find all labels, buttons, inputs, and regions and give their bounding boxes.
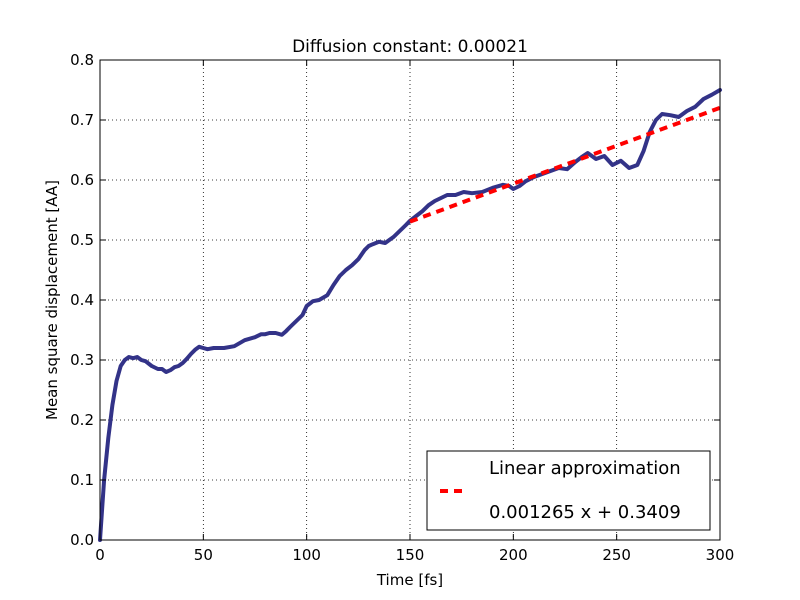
plot-frame [99,59,721,541]
legend-label-line1: Linear approximation [489,458,681,479]
x-tick-label: 250 [602,546,631,564]
y-tick-label: 0.8 [70,51,94,69]
x-tick-label: 0 [95,546,105,564]
y-tick-label: 0.5 [70,231,94,249]
series-msd-line [98,88,722,542]
x-axis-label: Time [fs] [376,571,443,589]
tick-layer: 0 50 100 150 200 250 300 0.0 0.1 0.2 0.3 0.4 0.5 0.6 0… [70,51,734,564]
x-tick-label: 100 [292,546,321,564]
y-tick-label: 0.0 [70,531,94,549]
y-axis-label: Mean square displacement [AA] [43,180,61,420]
legend-box [426,450,711,531]
y-tick-label: 0.2 [70,411,94,429]
legend: Linear approximation 0.001265 x + 0.3409 [426,450,711,531]
y-tick-label: 0.3 [70,351,94,369]
y-tick-label: 0.7 [70,111,94,129]
chart-title: Diffusion constant: 0.00021 [292,37,528,57]
x-tick-label: 50 [194,546,213,564]
x-tick-label: 150 [396,546,425,564]
x-tick-label: 300 [706,546,735,564]
y-tick-label: 0.1 [70,471,94,489]
series-layer [98,88,722,542]
y-tick-label: 0.4 [70,291,94,309]
x-tick-label: 200 [499,546,528,564]
legend-label-line2: 0.001265 x + 0.3409 [489,502,681,523]
y-tick-label: 0.6 [70,171,94,189]
